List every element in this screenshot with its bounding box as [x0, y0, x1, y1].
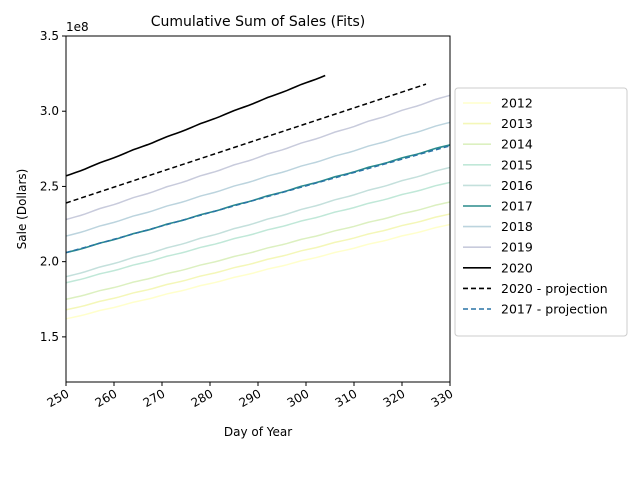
axes-layer: 250 260 270 280 290 300 310 320 330 1.5 2.0 2.5 3.0 3… [40, 29, 456, 410]
legend-label: 2018 [501, 219, 533, 234]
x-tick-label: 290 [237, 386, 264, 410]
series-line-2016 [65, 166, 451, 278]
y-tick-label: 2.5 [40, 179, 59, 193]
x-tick-label: 270 [141, 386, 168, 410]
x-axis-label: Day of Year [224, 425, 292, 439]
y-tick-label: 2.0 [40, 255, 59, 269]
x-tick-label: 250 [45, 386, 72, 410]
y-offset-text: 1e8 [66, 20, 89, 34]
y-tick-label: 3.0 [40, 104, 59, 118]
legend-label: 2019 [501, 240, 533, 255]
y-tick-label: 3.5 [40, 29, 59, 43]
series-line-2014 [65, 201, 451, 300]
series-line-2012 [65, 223, 451, 320]
series-line-2020 [65, 74, 326, 177]
legend-label: 2020 - projection [501, 281, 608, 296]
legend-label: 2014 [501, 137, 533, 152]
legend-label: 2013 [501, 116, 533, 131]
series-layer [65, 74, 451, 320]
legend-label: 2015 [501, 157, 533, 172]
legend: 2012 2013 2014 2015 2016 2017 2018 2019 2020 2020… [454, 87, 628, 337]
series-line-2018 [65, 121, 451, 237]
series-line-2020-projection [65, 83, 427, 204]
y-axis-label: Sale (Dollars) [15, 169, 29, 250]
chart-title: Cumulative Sum of Sales (Fits) [151, 14, 366, 30]
x-tick-label: 320 [381, 386, 408, 410]
legend-box [454, 87, 628, 337]
x-tick-label: 280 [189, 386, 216, 410]
series-line-2013 [65, 213, 451, 311]
legend-label: 2017 [501, 199, 533, 214]
x-tick-label: 300 [285, 386, 312, 410]
legend-label: 2017 - projection [501, 302, 608, 317]
x-tick-label: 310 [333, 386, 360, 410]
x-tick-label: 330 [429, 386, 456, 410]
legend-label: 2016 [501, 178, 533, 193]
series-line-2017-projection [65, 145, 451, 254]
legend-label: 2012 [501, 96, 533, 111]
y-tick-label: 1.5 [40, 330, 59, 344]
x-tick-label: 260 [93, 386, 120, 410]
plot-frame [65, 35, 451, 383]
legend-label: 2020 [501, 260, 533, 275]
series-line-2019 [65, 94, 451, 221]
series-line-2015 [65, 181, 451, 284]
